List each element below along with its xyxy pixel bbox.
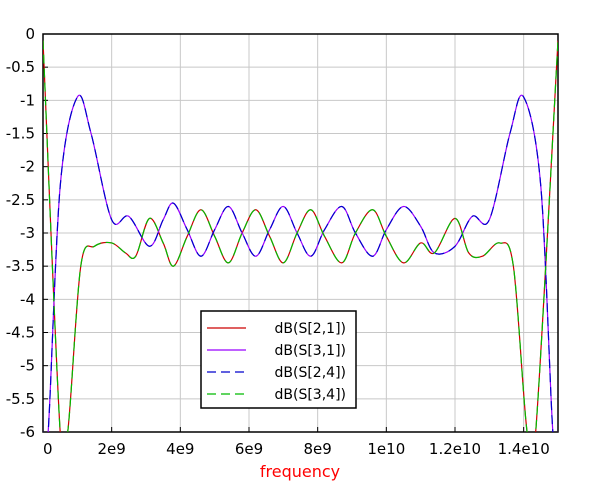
legend-box [200, 310, 357, 409]
x-tick-label: 1.2e10 [429, 440, 481, 458]
x-tick-label: 8e9 [304, 440, 332, 458]
x-tick-label: 6e9 [235, 440, 263, 458]
x-axis-label: frequency [260, 462, 340, 481]
legend: dB(S[2,1]) dB(S[3,1]) dB(S[2,4]) dB(S[3,4]) [200, 310, 357, 409]
series-lines [43, 40, 558, 432]
x-axis-ticks: 0 2e9 4e9 6e9 8e9 1e10 1.2e10 1.4e10 [42, 427, 550, 458]
x-tick-label: 2e9 [98, 440, 126, 458]
y-tick-label: -2 [20, 158, 35, 176]
legend-entry-label: dB(S[2,1]) [275, 321, 347, 337]
y-axis-ticks: 0 -0.5 -1 -1.5 -2 -2.5 -3 -3.5 -4 -4.5 -5 -5.5 -6 [6, 25, 48, 441]
series-line [43, 40, 558, 432]
y-tick-label: -4 [20, 290, 35, 308]
series-line [43, 94, 558, 432]
y-tick-label: -1.5 [6, 125, 35, 143]
x-tick-label: 0 [43, 440, 53, 458]
y-tick-label: -0.5 [6, 58, 35, 76]
y-tick-label: -6 [20, 423, 35, 441]
legend-entry-label: dB(S[3,1]) [275, 343, 347, 359]
y-tick-label: -5 [20, 357, 35, 375]
y-tick-label: 0 [25, 25, 35, 43]
y-tick-label: -4.5 [6, 324, 35, 342]
x-tick-label: 1e10 [367, 440, 405, 458]
legend-entry-label: dB(S[2,4]) [275, 365, 347, 381]
legend-entry-label: dB(S[3,4]) [275, 387, 347, 403]
y-tick-label: -1 [20, 91, 35, 109]
y-tick-label: -2.5 [6, 191, 35, 209]
x-tick-label: 4e9 [166, 440, 194, 458]
y-tick-label: -3 [20, 224, 35, 242]
y-tick-label: -5.5 [6, 390, 35, 408]
x-tick-label: 1.4e10 [498, 440, 550, 458]
y-tick-label: -3.5 [6, 257, 35, 275]
